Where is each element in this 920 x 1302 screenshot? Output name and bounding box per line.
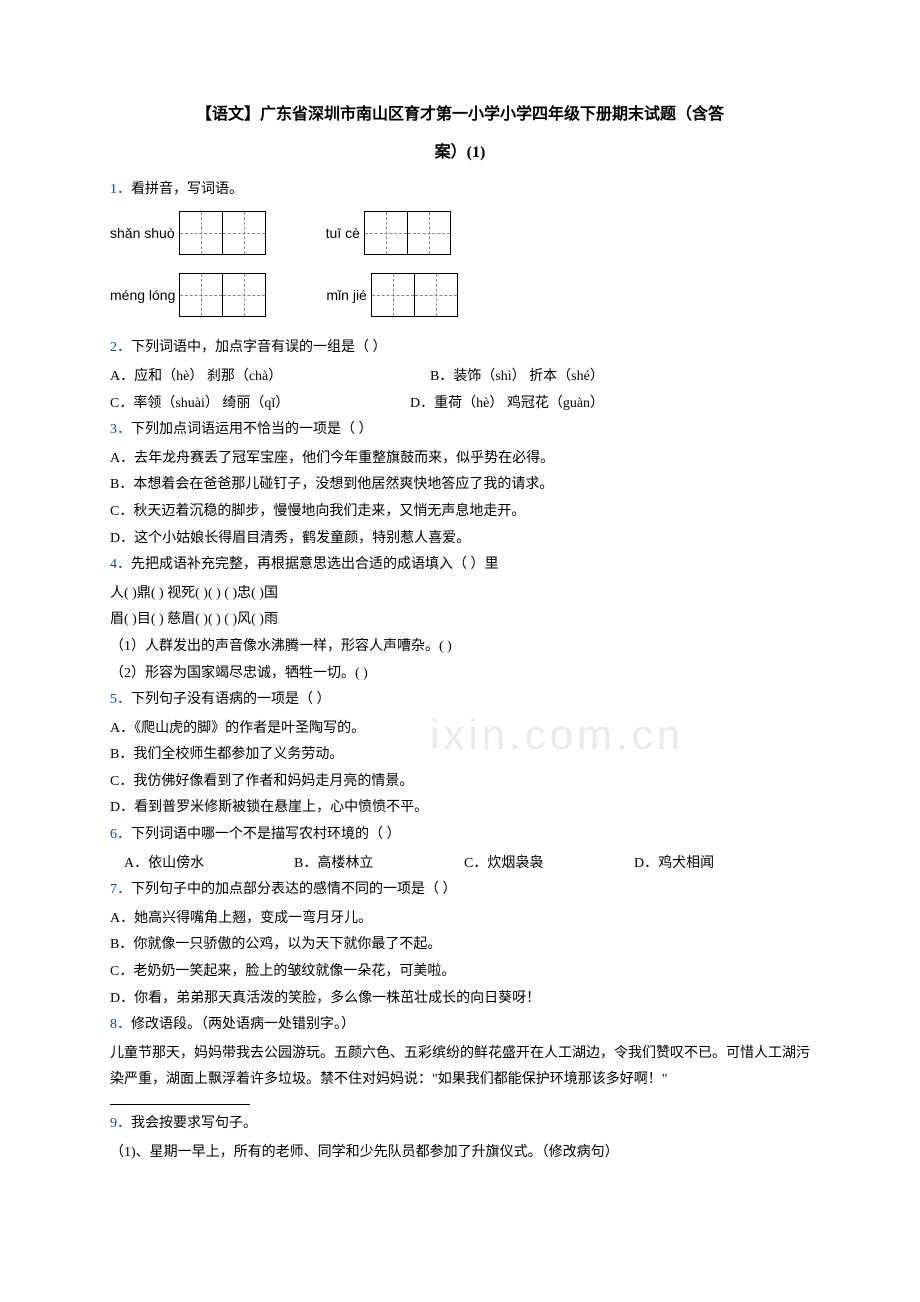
pinyin-group-1: shǎn shuò — [110, 211, 266, 255]
q8-paragraph: 儿童节那天，妈妈带我去公园游玩。五颜六色、五彩缤纷的鲜花盛开在人工湖边，令我们赞… — [110, 1041, 810, 1094]
q2-optC: C．率领（shuài） 绮丽（qǐ） — [110, 391, 410, 418]
q2-optD: D．重荷（hè） 鸡冠花（guàn） — [410, 391, 604, 418]
q4-fill-line1: 人( )鼎( ) 视死( )( ) ( )忠( )国 — [110, 581, 810, 608]
char-boxes-4 — [371, 273, 458, 317]
q3-text: 下列加点词语运用不恰当的一项是（ ） — [131, 422, 373, 437]
pinyin-row-1: shǎn shuò tuī cè — [110, 211, 810, 255]
pinyin-label-2: tuī cè — [326, 220, 360, 247]
q4-number: 4． — [110, 557, 131, 572]
divider-line — [110, 1104, 250, 1105]
char-boxes-2 — [364, 211, 451, 255]
q5-number: 5． — [110, 692, 131, 707]
q5-line: 5．下列句子没有语病的一项是（ ） — [110, 687, 810, 714]
q6-A: A．依山傍水 — [124, 851, 294, 878]
q2-row1: A．应和（hè） 刹那（chà） B．装饰（shì） 折本（shé） — [110, 364, 810, 391]
q7-C: C．老奶奶一笑起来，脸上的皱纹就像一朵花，可美啦。 — [110, 959, 810, 986]
char-box — [179, 211, 223, 255]
q3-B: B．本想着会在爸爸那儿碰钉子，没想到他居然爽快地答应了我的请求。 — [110, 472, 810, 499]
q9-sub1: （1)、星期一早上，所有的老师、同学和少先队员都参加了升旗仪式。（修改病句） — [110, 1140, 810, 1167]
q9-line: 9．我会按要求写句子。 — [110, 1111, 810, 1138]
q2-number: 2． — [110, 340, 131, 355]
q8-text: 修改语段。（两处语病一处错别字。） — [131, 1017, 355, 1032]
pinyin-label-4: mǐn jié — [326, 282, 366, 309]
q7-B: B．你就像一只骄傲的公鸡，以为天下就你最了不起。 — [110, 932, 810, 959]
q1-number: 1． — [110, 182, 131, 197]
page-title-line1: 【语文】广东省深圳市南山区育才第一小学小学四年级下册期末试题（含答 — [110, 100, 810, 130]
char-box — [414, 273, 458, 317]
pinyin-row-2: méng lóng mǐn jié — [110, 273, 810, 317]
q8-line: 8．修改语段。（两处语病一处错别字。） — [110, 1012, 810, 1039]
q2-optA: A．应和（hè） 刹那（chà） — [110, 364, 430, 391]
char-box — [222, 211, 266, 255]
char-box — [407, 211, 451, 255]
q5-C: C．我仿佛好像看到了作者和妈妈走月亮的情景。 — [110, 769, 810, 796]
page-container: ixin.com.cn 【语文】广东省深圳市南山区育才第一小学小学四年级下册期末… — [110, 100, 810, 1166]
q3-D: D．这个小姑娘长得眉目清秀，鹤发童颜，特别惹人喜爱。 — [110, 526, 810, 553]
pinyin-group-2: tuī cè — [326, 211, 451, 255]
q2-optB: B．装饰（shì） 折本（shé） — [430, 364, 604, 391]
q1-line: 1．看拼音，写词语。 — [110, 177, 810, 204]
q6-D: D．鸡犬相闻 — [634, 851, 714, 878]
q7-D: D．你看，弟弟那天真活泼的笑脸，多么像一株茁壮成长的向日葵呀！ — [110, 986, 810, 1013]
char-box — [179, 273, 223, 317]
q3-number: 3． — [110, 422, 131, 437]
char-boxes-3 — [179, 273, 266, 317]
q1-text: 看拼音，写词语。 — [131, 182, 243, 197]
q8-number: 8． — [110, 1017, 131, 1032]
pinyin-group-4: mǐn jié — [326, 273, 457, 317]
q6-C: C．炊烟袅袅 — [464, 851, 634, 878]
q2-line: 2．下列词语中，加点字音有误的一组是（ ） — [110, 335, 810, 362]
pinyin-label-1: shǎn shuò — [110, 220, 175, 247]
q7-text: 下列句子中的加点部分表达的感情不同的一项是（ ） — [131, 882, 457, 897]
q9-number: 9． — [110, 1116, 131, 1131]
q5-text: 下列句子没有语病的一项是（ ） — [131, 692, 331, 707]
char-box — [364, 211, 408, 255]
q6-line: 6．下列词语中哪一个不是描写农村环境的（ ） — [110, 822, 810, 849]
q2-row2: C．率领（shuài） 绮丽（qǐ） D．重荷（hè） 鸡冠花（guàn） — [110, 391, 810, 418]
q6-number: 6． — [110, 827, 131, 842]
q3-line: 3．下列加点词语运用不恰当的一项是（ ） — [110, 417, 810, 444]
q3-A: A．去年龙舟赛丢了冠军宝座，他们今年重整旗鼓而来，似乎势在必得。 — [110, 446, 810, 473]
q4-text: 先把成语补充完整，再根据意思选出合适的成语填入（ ）里 — [131, 557, 499, 572]
q5-B: B．我们全校师生都参加了义务劳动。 — [110, 742, 810, 769]
q7-line: 7．下列句子中的加点部分表达的感情不同的一项是（ ） — [110, 877, 810, 904]
char-boxes-1 — [179, 211, 266, 255]
q6-text: 下列词语中哪一个不是描写农村环境的（ ） — [131, 827, 401, 842]
q5-D: D．看到普罗米修斯被锁在悬崖上，心中愤愤不平。 — [110, 795, 810, 822]
q9-text: 我会按要求写句子。 — [131, 1116, 257, 1131]
q7-number: 7． — [110, 882, 131, 897]
char-box — [371, 273, 415, 317]
q3-C: C．秋天迈着沉稳的脚步，慢慢地向我们走来，又悄无声息地走开。 — [110, 499, 810, 526]
pinyin-group-3: méng lóng — [110, 273, 266, 317]
q5-A: A．《爬山虎的脚》的作者是叶圣陶写的。 — [110, 716, 810, 743]
q4-fill-line2: 眉( )目( ) 慈眉( )( ) ( )风( )雨 — [110, 607, 810, 634]
q6-options: A．依山傍水 B．高楼林立 C．炊烟袅袅 D．鸡犬相闻 — [110, 851, 810, 878]
q7-A: A．她高兴得嘴角上翘，变成一弯月牙儿。 — [110, 906, 810, 933]
q4-sub1: （1）人群发出的声音像水沸腾一样，形容人声嘈杂。( ) — [110, 634, 810, 661]
pinyin-label-3: méng lóng — [110, 282, 175, 309]
char-box — [222, 273, 266, 317]
q2-text: 下列词语中，加点字音有误的一组是（ ） — [131, 340, 387, 355]
q6-B: B．高楼林立 — [294, 851, 464, 878]
page-title-line2: 案）(1) — [110, 138, 810, 168]
q4-sub2: （2）形容为国家竭尽忠诚，牺牲一切。( ) — [110, 661, 810, 688]
q4-line: 4．先把成语补充完整，再根据意思选出合适的成语填入（ ）里 — [110, 552, 810, 579]
